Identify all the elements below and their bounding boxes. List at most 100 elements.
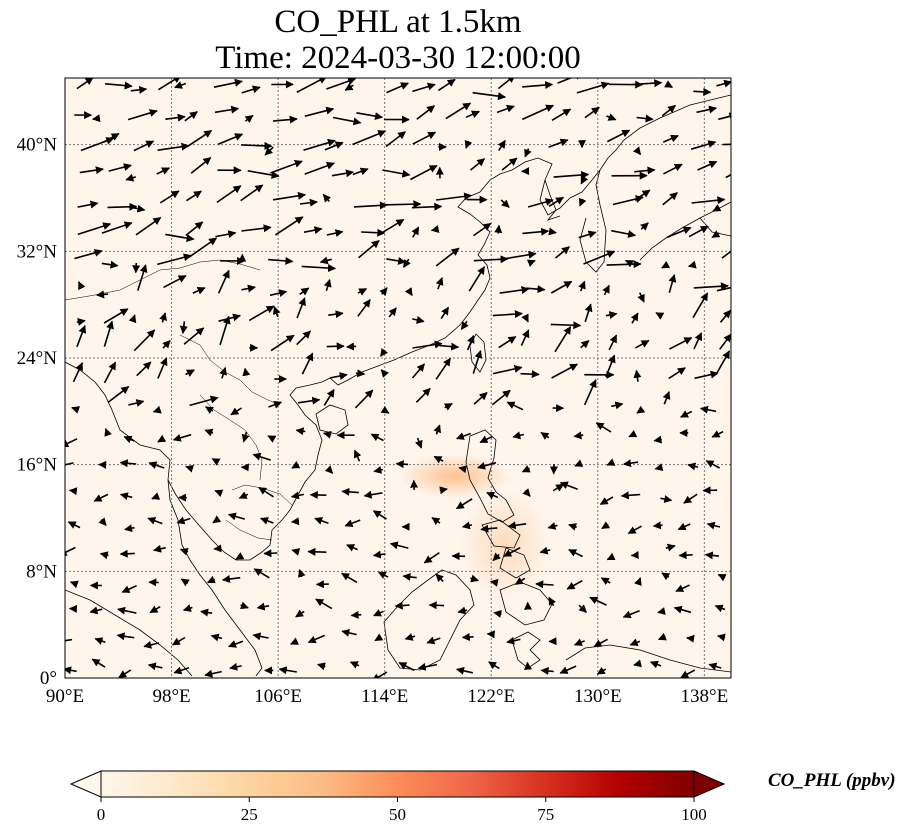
- wind-arrow: [583, 379, 597, 406]
- wind-arrow: [632, 146, 642, 156]
- wind-arrow: [210, 633, 223, 642]
- wind-arrow: [423, 551, 440, 564]
- wind-arrow: [568, 523, 577, 531]
- wind-arrow: [179, 547, 189, 556]
- wind-arrow: [118, 669, 132, 678]
- wind-arrow: [363, 490, 383, 499]
- wind-arrow: [295, 609, 305, 618]
- wind-arrow: [526, 285, 546, 294]
- wind-arrow: [606, 552, 616, 561]
- wind-arrow: [268, 400, 283, 409]
- wind-arrow: [599, 496, 614, 505]
- wind-arrow: [522, 227, 550, 236]
- wind-arrow: [636, 114, 654, 123]
- wind-arrow: [238, 491, 249, 499]
- wind-arrow: [380, 405, 390, 414]
- wind-arrow: [124, 524, 135, 533]
- wind-arrow: [439, 342, 460, 351]
- wind-arrow: [492, 552, 502, 562]
- wind-arrow: [687, 462, 699, 471]
- wind-arrow: [354, 389, 374, 409]
- y-tick-label: 16°N: [17, 455, 58, 476]
- wind-arrow: [116, 632, 135, 641]
- wind-arrow: [622, 609, 640, 619]
- wind-arrow: [329, 372, 348, 380]
- wind-arrow: [119, 492, 133, 501]
- co-hotspot-visayas: [460, 490, 550, 600]
- wind-arrow: [291, 461, 301, 469]
- wind-arrow: [314, 517, 329, 525]
- wind-arrow: [213, 78, 243, 88]
- wind-arrow: [358, 239, 380, 259]
- wind-arrow: [718, 112, 731, 121]
- wind-arrow: [130, 85, 148, 94]
- wind-arrow: [324, 141, 344, 151]
- wind-arrow: [174, 81, 187, 89]
- wind-arrow: [606, 113, 617, 121]
- wind-arrow: [458, 465, 468, 474]
- wind-arrow: [268, 256, 294, 265]
- wind-arrow: [323, 278, 332, 292]
- wind-arrow: [157, 142, 190, 151]
- wind-arrow: [104, 427, 112, 437]
- wind-arrow: [101, 221, 133, 234]
- wind-arrow: [655, 312, 665, 320]
- wind-arrow: [65, 666, 77, 675]
- wind-arrow: [524, 661, 533, 671]
- wind-arrow: [395, 460, 409, 469]
- wind-arrow: [602, 284, 610, 296]
- wind-arrow: [415, 387, 431, 403]
- wind-arrow: [77, 281, 86, 291]
- wind-arrow: [173, 666, 190, 675]
- wind-arrow: [128, 314, 137, 324]
- wind-arrow: [683, 493, 698, 504]
- wind-arrow: [491, 389, 511, 406]
- wind-arrow: [93, 493, 109, 502]
- wind-arrow: [611, 229, 637, 238]
- wind-arrow: [497, 139, 506, 152]
- x-tick-label: 98°E: [152, 686, 190, 707]
- wind-arrow: [548, 227, 557, 236]
- wind-arrow: [65, 438, 78, 448]
- wind-arrow: [498, 336, 517, 349]
- wind-arrow: [666, 226, 692, 238]
- wind-arrow: [584, 106, 600, 119]
- wind-arrow: [241, 141, 273, 150]
- wind-arrow: [136, 361, 152, 377]
- wind-arrow: [241, 224, 272, 233]
- wind-arrow: [630, 312, 639, 324]
- wind-arrow: [304, 161, 335, 175]
- wind-arrow: [578, 197, 587, 207]
- colorbar-tick-label: 75: [537, 805, 554, 824]
- wind-arrow: [77, 222, 112, 236]
- wind-arrow: [77, 200, 99, 209]
- wind-arrow: [693, 282, 729, 291]
- wind-arrow: [156, 167, 171, 175]
- wind-arrow: [404, 287, 413, 297]
- wind-arrow: [361, 228, 386, 237]
- wind-arrow: [185, 221, 204, 237]
- wind-arrow: [307, 634, 326, 644]
- wind-arrow: [99, 551, 109, 560]
- chart-title-line2: Time: 2024-03-30 12:00:00: [215, 40, 581, 76]
- wind-arrow: [693, 332, 703, 350]
- wind-arrow: [214, 105, 240, 114]
- chart-title-line1: CO_PHL at 1.5km: [274, 4, 522, 40]
- wind-arrow: [382, 218, 405, 234]
- wind-arrow: [551, 108, 572, 121]
- wind-arrow: [244, 114, 254, 124]
- wind-arrow: [326, 78, 357, 90]
- wind-arrow: [472, 91, 506, 101]
- wind-arrow: [661, 260, 671, 269]
- wind-arrow: [326, 342, 345, 351]
- wind-arrow: [299, 198, 318, 207]
- wind-arrow: [535, 580, 554, 589]
- wind-vectors: [65, 78, 731, 678]
- wind-arrow: [520, 329, 530, 346]
- wind-arrow: [675, 584, 690, 593]
- wind-arrow: [373, 609, 384, 617]
- wind-arrow: [147, 517, 163, 525]
- wind-arrow: [65, 460, 74, 469]
- y-tick-label: 24°N: [17, 348, 58, 369]
